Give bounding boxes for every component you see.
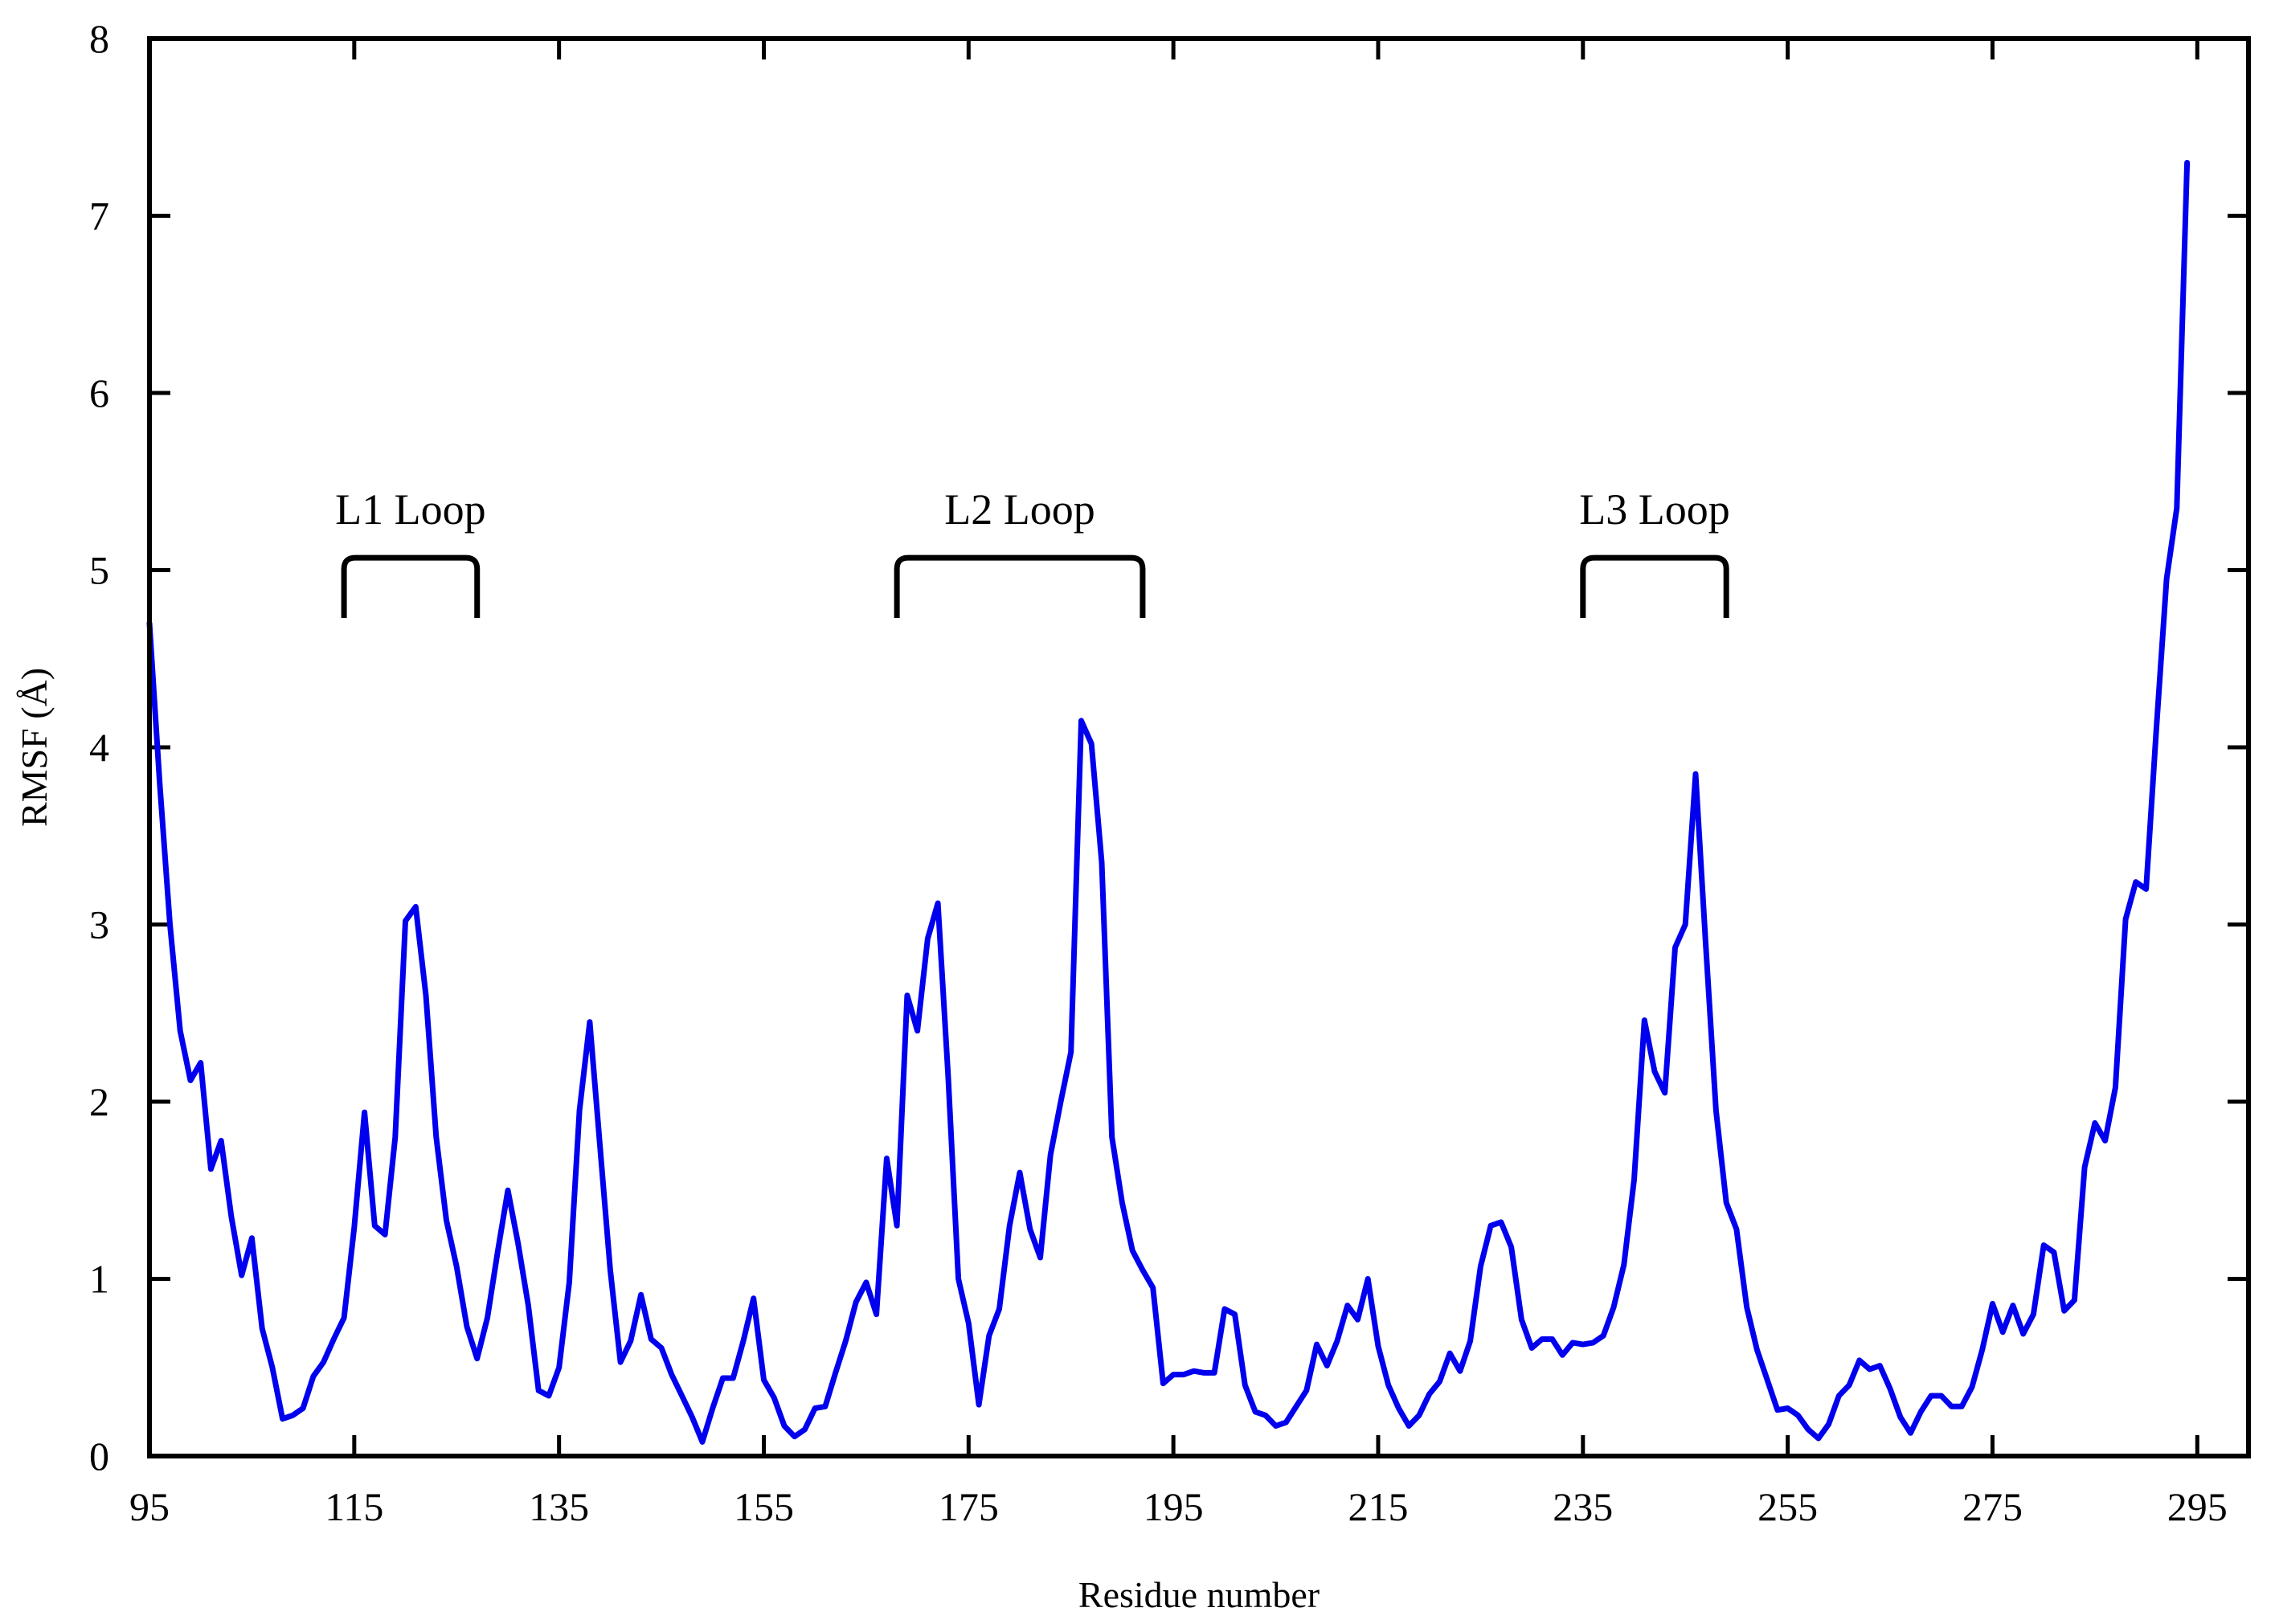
y-tick-label: 4: [89, 725, 109, 770]
x-tick-label: 295: [2167, 1484, 2228, 1529]
loop-annotations: L1 Loop L2 Loop L3 Loop: [335, 485, 1730, 619]
x-tick-label: 195: [1144, 1484, 1204, 1529]
x-tick-label: 155: [734, 1484, 794, 1529]
tick-marks: [147, 36, 2248, 1458]
y-tick-label: 0: [89, 1434, 109, 1479]
y-tick-label: 1: [89, 1257, 109, 1302]
series-layer: [146, 159, 2191, 1445]
x-tick-label: 215: [1348, 1484, 1408, 1529]
loop-bracket: [1580, 554, 1729, 619]
y-tick-labels: 0 1 2 3 4 5 6 7 8: [89, 16, 109, 1479]
x-tick-labels: 95 115 135 155 175 195 215 235 255 275 295: [129, 1484, 2228, 1529]
x-tick-label: 235: [1553, 1484, 1613, 1529]
loop-bracket: [341, 554, 481, 619]
y-tick-label: 5: [89, 548, 109, 593]
x-tick-label: 255: [1757, 1484, 1818, 1529]
x-tick-label: 135: [529, 1484, 589, 1529]
y-tick-label: 6: [89, 370, 109, 415]
x-axis-title: Residue number: [1078, 1574, 1320, 1615]
loop-label: L3 Loop: [1579, 485, 1729, 534]
plot-frame: [147, 36, 2251, 1458]
x-tick-label: 115: [325, 1484, 383, 1529]
y-tick-label: 2: [89, 1079, 109, 1124]
loop-label: L1 Loop: [335, 485, 485, 534]
rmsf-series-line: [146, 159, 2191, 1445]
y-axis-title: RMSF (Å): [14, 668, 55, 827]
x-tick-label: 275: [1962, 1484, 2023, 1529]
loop-label: L2 Loop: [944, 485, 1095, 534]
y-tick-label: 8: [89, 16, 109, 61]
y-tick-label: 3: [89, 902, 109, 947]
loop-bracket: [894, 554, 1146, 619]
x-tick-label: 175: [939, 1484, 999, 1529]
x-tick-label: 95: [129, 1484, 170, 1529]
y-tick-label: 7: [89, 194, 109, 239]
